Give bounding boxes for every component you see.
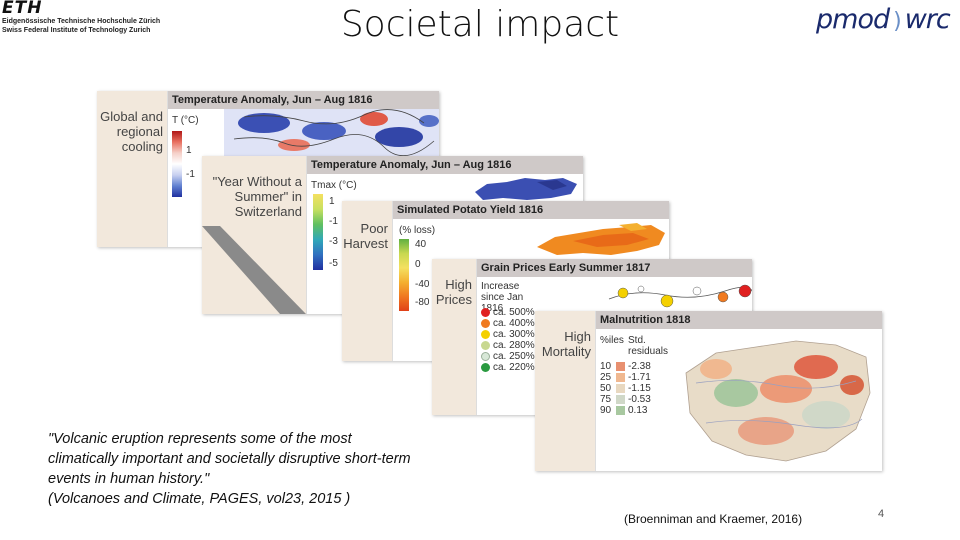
panel-map: Malnutrition 1818 %iles Std. residuals 1… bbox=[595, 311, 882, 471]
price-dot-icon bbox=[481, 340, 490, 350]
legend-row: 90 0.13 bbox=[600, 405, 648, 416]
panel-side-label: Global and regional cooling bbox=[100, 109, 163, 154]
legend-title: Increase since Jan 1816 bbox=[481, 281, 524, 314]
map-title: Malnutrition 1818 bbox=[596, 311, 882, 329]
legend-item: ca. 250% bbox=[481, 351, 535, 362]
map-title: Simulated Potato Yield 1816 bbox=[393, 201, 669, 219]
quote-block: "Volcanic eruption represents some of th… bbox=[48, 429, 418, 509]
price-legend: ca. 500% ca. 400% ca. 300% ca. 280% ca. … bbox=[481, 307, 535, 373]
legend-value: -80 bbox=[415, 297, 430, 308]
legend-col-residuals: Std. residuals bbox=[628, 335, 669, 357]
legend-row: 75 -0.53 bbox=[600, 394, 651, 405]
eth-logo: ETH Eidgenössische Technische Hochschule… bbox=[2, 0, 162, 40]
page-title: Societal impact bbox=[340, 4, 620, 45]
legend-value: 1 bbox=[186, 145, 192, 156]
price-dot-icon bbox=[481, 307, 490, 317]
legend-col-percentiles: %iles bbox=[600, 335, 624, 346]
legend-value: -5 bbox=[329, 258, 338, 269]
global-anomaly-map bbox=[224, 109, 439, 157]
legend-title: Tmax (°C) bbox=[311, 180, 357, 191]
price-dot-icon bbox=[481, 318, 490, 328]
eth-line-english: Swiss Federal Institute of Technology Zu… bbox=[2, 27, 151, 34]
figure-citation: (Broenniman and Kraemer, 2016) bbox=[624, 512, 803, 526]
legend-value: -1 bbox=[329, 216, 338, 227]
legend-item: ca. 400% bbox=[481, 318, 535, 329]
residual-swatch bbox=[616, 394, 625, 404]
panel-side-label: Poor Harvest bbox=[343, 221, 388, 251]
diagonal-stripe-decor bbox=[202, 226, 306, 314]
legend-row: 25 -1.71 bbox=[600, 372, 651, 383]
eth-mark: ETH bbox=[2, 0, 43, 18]
price-dot-icon bbox=[481, 362, 490, 372]
legend-value: -3 bbox=[329, 236, 338, 247]
panel-side-label: High Mortality bbox=[541, 329, 591, 359]
page-number: 4 bbox=[878, 508, 885, 520]
legend-title: T (°C) bbox=[172, 115, 199, 126]
legend-value: -40 bbox=[415, 279, 430, 290]
map-title: Temperature Anomaly, Jun – Aug 1816 bbox=[168, 91, 439, 109]
legend-value: 0 bbox=[415, 259, 421, 270]
panel-high-mortality: High Mortality Malnutrition 1818 %iles S… bbox=[535, 311, 882, 471]
potato-yield-map bbox=[537, 223, 665, 255]
wrc-logo-text: wrc bbox=[904, 4, 951, 35]
pmod-logo-text: pmod bbox=[816, 4, 890, 35]
grain-price-map bbox=[608, 284, 752, 308]
legend-title: (% loss) bbox=[399, 225, 436, 236]
legend-value: 1 bbox=[329, 196, 335, 207]
legend-item: ca. 220% bbox=[481, 362, 535, 373]
map-title: Temperature Anomaly, Jun – Aug 1816 bbox=[307, 156, 583, 174]
eth-line-german: Eidgenössische Technische Hochschule Zür… bbox=[2, 18, 161, 25]
quote-text: "Volcanic eruption represents some of th… bbox=[48, 431, 411, 487]
residual-swatch bbox=[616, 405, 625, 415]
residual-swatch bbox=[616, 383, 625, 393]
legend-item: ca. 280% bbox=[481, 340, 535, 351]
pmod-wrc-logo: pmod) wrc bbox=[816, 4, 956, 44]
legend-item: ca. 300% bbox=[481, 329, 535, 340]
legend-row: 50 -1.15 bbox=[600, 383, 651, 394]
switzerland-malnutrition-map bbox=[685, 340, 871, 462]
map-title: Grain Prices Early Summer 1817 bbox=[477, 259, 752, 277]
price-dot-icon bbox=[481, 329, 490, 339]
panel-side-label: "Year Without a Summer" in Switzerland bbox=[212, 174, 302, 219]
residual-swatch bbox=[616, 372, 625, 382]
price-dot-icon bbox=[481, 351, 490, 361]
quote-source: (Volcanoes and Climate, PAGES, vol23, 20… bbox=[48, 491, 351, 507]
legend-row: 10 -2.38 bbox=[600, 361, 651, 372]
residual-swatch bbox=[616, 361, 625, 371]
panel-side-label: High Prices bbox=[435, 277, 472, 307]
legend-item: ca. 500% bbox=[481, 307, 535, 318]
tmax-colorbar bbox=[313, 194, 323, 270]
legend-value: 40 bbox=[415, 239, 427, 250]
logo-arc-icon: ) bbox=[893, 9, 902, 34]
legend-value: -1 bbox=[186, 169, 195, 180]
malnutrition-legend: 10 -2.38 25 -1.71 50 -1.15 75 -0.53 90 0.13 bbox=[600, 361, 651, 416]
temperature-colorbar bbox=[172, 131, 182, 197]
yield-colorbar bbox=[399, 239, 409, 311]
switzerland-tmax-map bbox=[475, 178, 577, 200]
